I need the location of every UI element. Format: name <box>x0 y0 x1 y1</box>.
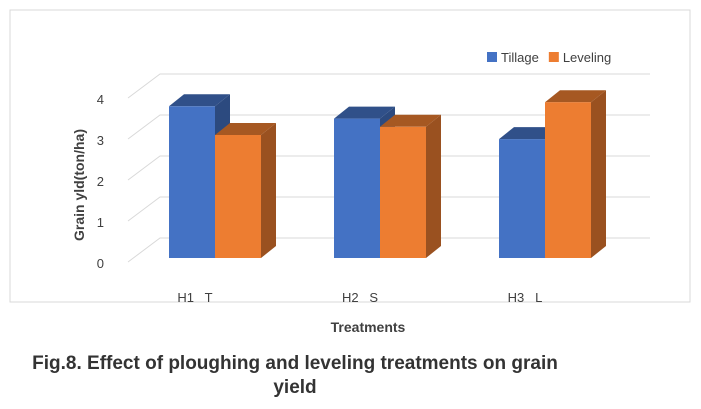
y-axis-label: Grain yld(ton/ha) <box>71 129 87 241</box>
x-axis-label: Treatments <box>331 319 406 335</box>
bar-top <box>334 106 395 119</box>
x-tick-label: H3 L <box>508 290 543 305</box>
bar <box>499 139 545 258</box>
y-tick-label: 0 <box>97 256 104 271</box>
bar <box>545 102 591 258</box>
y-tick-label: 2 <box>97 174 104 189</box>
bar-top <box>499 127 560 140</box>
y-tick-label: 4 <box>97 92 104 107</box>
bar-top <box>380 114 441 127</box>
bar <box>380 126 426 258</box>
caption: Fig.8. Effect of ploughing and leveling … <box>32 353 558 398</box>
bar-side <box>261 123 276 258</box>
bar-side <box>426 114 441 258</box>
x-tick-label: H1 T <box>177 290 212 305</box>
y-tick-label: 3 <box>97 133 104 148</box>
x-tick-label: H2 S <box>342 290 378 305</box>
legend-label: Tillage <box>501 50 539 65</box>
bar-top <box>545 90 606 103</box>
bar-top <box>169 94 230 107</box>
bar <box>169 106 215 258</box>
chart-frame <box>9 9 691 303</box>
legend-label: Leveling <box>563 50 611 65</box>
bar <box>334 118 380 258</box>
grid-line <box>127 73 650 99</box>
y-tick-label: 1 <box>97 215 104 230</box>
legend-swatch <box>548 52 559 62</box>
grid-line <box>127 114 650 140</box>
bar-side <box>591 90 606 258</box>
grid-line <box>127 196 650 222</box>
bar-top <box>215 123 276 135</box>
grid-line <box>127 237 650 263</box>
grid-line <box>127 155 650 181</box>
legend-swatch <box>487 52 497 62</box>
bar <box>215 135 261 258</box>
